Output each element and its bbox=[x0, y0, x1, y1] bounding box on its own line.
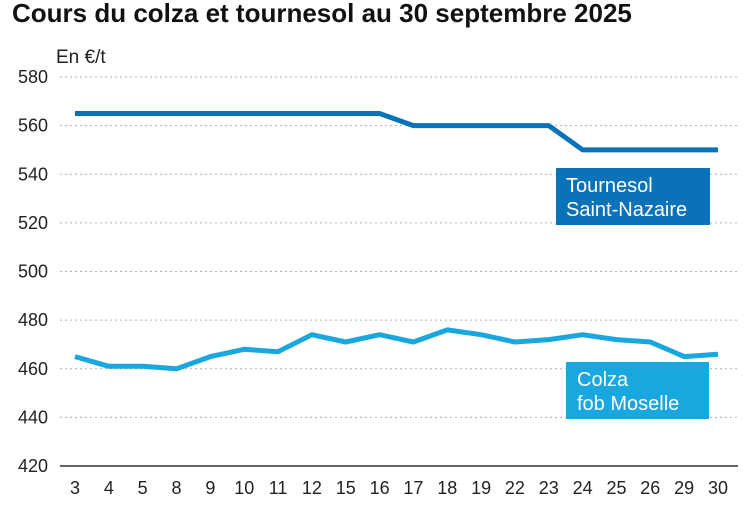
x-tick-label: 17 bbox=[403, 478, 423, 498]
series-line-0 bbox=[75, 111, 718, 153]
x-tick-label: 5 bbox=[138, 478, 148, 498]
legend-box-colza bbox=[566, 362, 709, 419]
y-tick-label: 540 bbox=[18, 164, 48, 184]
x-tick-label: 23 bbox=[539, 478, 559, 498]
legend-label-colza-line2: fob Moselle bbox=[577, 393, 679, 415]
y-tick-label: 460 bbox=[18, 359, 48, 379]
x-tick-label: 25 bbox=[606, 478, 626, 498]
x-tick-label: 10 bbox=[234, 478, 254, 498]
y-tick-label: 500 bbox=[18, 262, 48, 282]
x-tick-label: 11 bbox=[269, 478, 288, 498]
x-tick-label: 29 bbox=[674, 478, 694, 498]
legend-box-tournesol bbox=[556, 168, 710, 225]
legend-tournesol: Tournesol Saint-Nazaire bbox=[556, 168, 710, 225]
x-tick-label: 26 bbox=[640, 478, 660, 498]
y-tick-label: 560 bbox=[18, 116, 48, 136]
y-tick-label: 520 bbox=[18, 213, 48, 233]
legend-label-colza-line1: Colza bbox=[577, 369, 629, 391]
x-tick-label: 19 bbox=[471, 478, 491, 498]
x-tick-label: 16 bbox=[370, 478, 390, 498]
x-axis-ticks: 3 4 5 8 9 10 11 12 15 16 17 18 19 22 23 24 25 26 29 30 bbox=[70, 478, 728, 498]
x-tick-label: 12 bbox=[302, 478, 322, 498]
legend-label-tournesol-line1: Tournesol bbox=[566, 175, 653, 197]
x-tick-label: 24 bbox=[573, 478, 593, 498]
y-tick-label: 480 bbox=[18, 310, 48, 330]
y-tick-label: 580 bbox=[18, 67, 48, 87]
y-tick-label: 420 bbox=[18, 456, 48, 476]
x-tick-label: 3 bbox=[70, 478, 80, 498]
x-tick-label: 4 bbox=[104, 478, 114, 498]
legend-label-tournesol-line2: Saint-Nazaire bbox=[566, 199, 687, 221]
series-line-1 bbox=[74, 327, 719, 372]
chart-title: Cours du colza et tournesol au 30 septem… bbox=[12, 0, 632, 28]
y-tick-label: 440 bbox=[18, 407, 48, 427]
y-axis-ticks: 420 440 460 480 500 520 540 560 580 bbox=[18, 67, 48, 476]
x-tick-label: 15 bbox=[336, 478, 356, 498]
x-tick-label: 9 bbox=[205, 478, 215, 498]
x-tick-label: 18 bbox=[437, 478, 457, 498]
legend-colza: Colza fob Moselle bbox=[566, 362, 709, 419]
x-tick-label: 22 bbox=[505, 478, 525, 498]
x-tick-label: 30 bbox=[708, 478, 728, 498]
x-tick-label: 8 bbox=[172, 478, 182, 498]
series-lines bbox=[74, 111, 719, 372]
y-axis-unit-label: En €/t bbox=[56, 47, 106, 68]
